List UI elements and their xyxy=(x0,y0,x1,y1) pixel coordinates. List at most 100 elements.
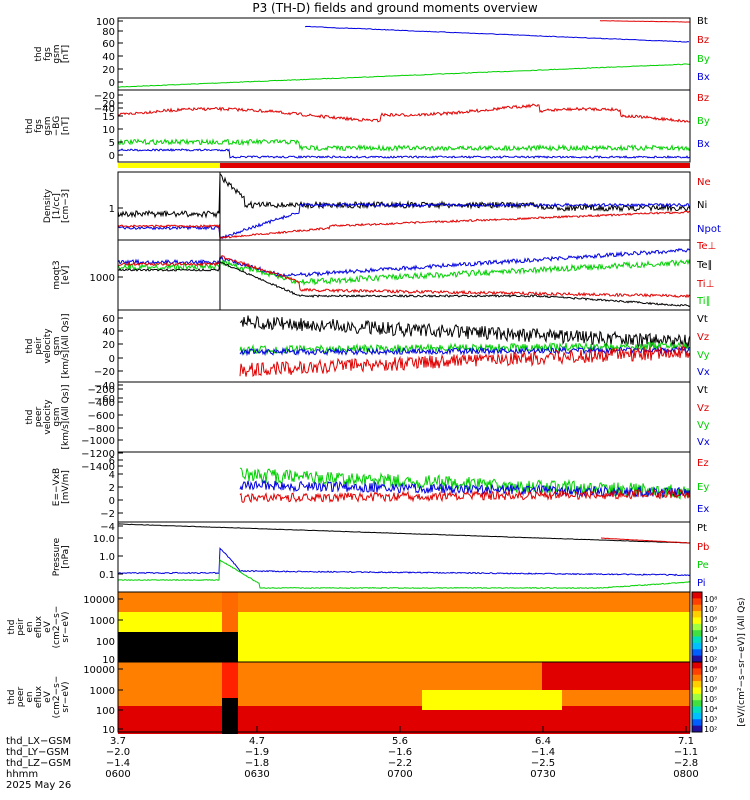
temp-trace-red xyxy=(117,255,691,299)
colorbar-label: [eV/(cm²−s−sr−eV)] (All Qs) xyxy=(737,597,747,726)
peer_spec-ytick-label: 10 xyxy=(102,725,115,736)
x-tick-lz: −1.4 xyxy=(106,758,130,769)
pressure-legend-Pi: Pi xyxy=(697,578,706,589)
pressure-ytick-label: 10.0 xyxy=(93,534,115,545)
peir_spec-colorbar-cell xyxy=(692,630,702,638)
x-row-label: thd_LY−GSM xyxy=(6,747,69,758)
peer_spec-colorbar-tick: 10⁴ xyxy=(704,705,717,714)
fgs_dbg-trace-red xyxy=(117,103,690,123)
peir_spec-colorbar-tick: 10⁷ xyxy=(704,605,717,614)
x-tick-ly: −1.6 xyxy=(388,747,412,758)
fgs_dbg-ylabel: [nT] xyxy=(61,117,71,135)
peir_vel-ylabel: thd xyxy=(25,339,35,354)
peer_spec-colorbar-tick: 10⁵ xyxy=(704,695,717,704)
x-tick-lx: 6.4 xyxy=(535,736,551,747)
colorbar: 10⁸10⁷10⁶10⁵10⁴10³10²10⁸10⁷10⁶10⁵10⁴10³1… xyxy=(691,591,747,734)
x-row-label: 2025 May 26 xyxy=(6,780,71,791)
pressure-ytick-label: 1.0 xyxy=(99,552,115,563)
peer_spec-colorbar-tick: 10⁸ xyxy=(704,665,717,674)
fgs_dbg-trace-green xyxy=(117,138,691,153)
peer_spec-colorbar-cell xyxy=(692,662,702,669)
fgs_dbg-ytick-label: 15 xyxy=(102,112,115,123)
peir_spec-colorbar-cell xyxy=(692,604,702,612)
fgs-ytick-label: 0 xyxy=(109,78,115,89)
x-tick-ly: −1.1 xyxy=(674,747,698,758)
temp-legend-Te⊥: Te⊥ xyxy=(696,241,716,252)
peir_spec-colorbar-cell xyxy=(692,623,702,631)
exb-ytick-label: 2 xyxy=(109,483,115,494)
peer_spec-colorbar-cell xyxy=(692,693,702,701)
fgs_dbg-legend-By: By xyxy=(697,116,710,127)
pressure-trace-green xyxy=(117,558,691,590)
fgs_dbg-legend-Bx: Bx xyxy=(697,139,710,150)
peer_spec-heatmap xyxy=(118,662,690,734)
peer_spec-ylabel: thd xyxy=(7,690,17,705)
fgs-frame xyxy=(117,17,691,91)
peer_spec-colorbar-cell xyxy=(692,687,702,695)
pressure-legend-Pt: Pt xyxy=(697,523,707,534)
peir_vel-ytick-label: −60 xyxy=(94,394,115,405)
peir_vel-ylabel: peir xyxy=(34,337,44,355)
fgs_dbg-ytick-label: 20 xyxy=(102,99,115,110)
exb-ytick-label: −4 xyxy=(100,522,115,533)
x-tick-hhmm: 0800 xyxy=(673,769,698,780)
x-tick-lx: 3.7 xyxy=(110,736,126,747)
peir_spec-colorbar-tick: 10⁵ xyxy=(704,625,717,634)
peir_vel-ylabel: velocity xyxy=(43,328,53,364)
peir_vel-ylabel: gsm xyxy=(52,336,62,355)
peer_spec-colorbar-cell xyxy=(692,725,702,733)
peer_vel-legend-Vx: Vx xyxy=(697,437,710,448)
status-bar-red xyxy=(220,163,690,168)
temp-legend-Te∥: Te∥ xyxy=(696,260,713,271)
peer_spec-colorbar-frame xyxy=(691,661,703,733)
temp-trace-green xyxy=(117,258,691,287)
fgs-ylabel: thd xyxy=(34,47,44,62)
fgs-ytick-label: −20 xyxy=(94,91,115,102)
x-axis: 3.7−2.0−1.406004.7−1.9−1.806305.6−1.6−2.… xyxy=(6,726,699,791)
fgs-ytick-label: 20 xyxy=(102,65,115,76)
peir_vel-ytick-label: 40 xyxy=(102,327,115,338)
density-ylabel: [1/cc] xyxy=(52,193,62,219)
fgs_dbg-frame xyxy=(117,89,691,163)
fgs_dbg-ylabel: −BG xyxy=(52,116,62,137)
x-tick-ly: −2.0 xyxy=(106,747,130,758)
fgs_dbg-ytick-label: 5 xyxy=(109,138,115,149)
pressure-trace-red xyxy=(600,537,690,544)
peir_spec-colorbar-tick: 10⁶ xyxy=(704,615,717,624)
peir_vel-trace-red xyxy=(239,344,691,378)
peir_spec-colorbar-cell xyxy=(692,655,702,663)
traces-layer xyxy=(117,20,691,734)
exb-ylabel: [mV/m] xyxy=(61,470,71,504)
fgs_dbg-ylabel: thd xyxy=(25,119,35,134)
exb-legend-Ez: Ez xyxy=(697,458,709,469)
peer_vel-ytick-label: −200 xyxy=(88,385,115,396)
peir_vel-ytick-label: −20 xyxy=(94,367,115,378)
density-legend-Ni: Ni xyxy=(697,200,707,211)
density-trace-black xyxy=(117,172,691,219)
peir_spec-colorbar-cell xyxy=(692,649,702,657)
x-tick-lz: −2.8 xyxy=(674,758,698,769)
exb-ytick-label: 6 xyxy=(109,456,115,467)
temp-ylabel: moqt3 xyxy=(52,260,62,289)
peir_vel-legend-Vz: Vz xyxy=(697,332,709,343)
fgs-trace-red xyxy=(599,20,691,23)
pressure-ylabel: [nPa] xyxy=(61,545,71,568)
density-ytick-label: 1 xyxy=(109,204,115,215)
temp-ylabel: [eV] xyxy=(61,266,71,285)
fgs_dbg-ylabel: gsm xyxy=(43,116,53,135)
peir_spec-colorbar-cell xyxy=(692,611,702,618)
peer_vel-ytick-label: −1200 xyxy=(81,449,115,460)
peer_spec-ytick-label: 100 xyxy=(96,706,115,717)
x-row-label: thd_LZ−GSM xyxy=(6,758,71,769)
temp-trace-blue xyxy=(117,247,691,278)
status-bar-yellow xyxy=(118,163,220,168)
peer_vel-ytick-label: −1000 xyxy=(81,436,115,447)
peir_vel-legend-Vx: Vx xyxy=(697,367,710,378)
fgs-ylabel: gsm xyxy=(52,44,62,63)
density-legend-Npot: Npot xyxy=(697,224,721,235)
x-tick-lx: 4.7 xyxy=(249,736,265,747)
exb-ytick-label: 0 xyxy=(109,496,115,507)
fgs-ylabel: [nT] xyxy=(61,45,71,63)
fgs_dbg-legend-Bz: Bz xyxy=(697,93,709,104)
